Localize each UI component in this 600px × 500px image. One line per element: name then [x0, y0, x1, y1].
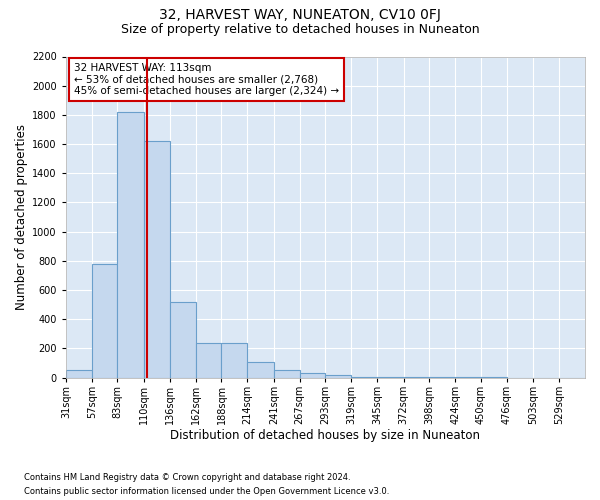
Bar [247, 362, 274, 378]
Bar [325, 374, 351, 378]
Text: Contains public sector information licensed under the Open Government Licence v3: Contains public sector information licen… [24, 488, 389, 496]
Text: 32 HARVEST WAY: 113sqm
← 53% of detached houses are smaller (2,768)
45% of semi-: 32 HARVEST WAY: 113sqm ← 53% of detached… [74, 63, 339, 96]
Bar [300, 372, 325, 378]
Bar [144, 141, 170, 378]
Y-axis label: Number of detached properties: Number of detached properties [15, 124, 28, 310]
Bar [118, 112, 144, 378]
Bar [170, 302, 196, 378]
Text: Contains HM Land Registry data © Crown copyright and database right 2024.: Contains HM Land Registry data © Crown c… [24, 472, 350, 482]
Bar [92, 264, 118, 378]
Bar [221, 344, 247, 378]
Bar [196, 344, 221, 378]
X-axis label: Distribution of detached houses by size in Nuneaton: Distribution of detached houses by size … [170, 430, 481, 442]
Text: 32, HARVEST WAY, NUNEATON, CV10 0FJ: 32, HARVEST WAY, NUNEATON, CV10 0FJ [159, 8, 441, 22]
Bar [274, 370, 300, 378]
Bar [351, 377, 377, 378]
Bar [66, 370, 92, 378]
Text: Size of property relative to detached houses in Nuneaton: Size of property relative to detached ho… [121, 22, 479, 36]
Bar [377, 377, 404, 378]
